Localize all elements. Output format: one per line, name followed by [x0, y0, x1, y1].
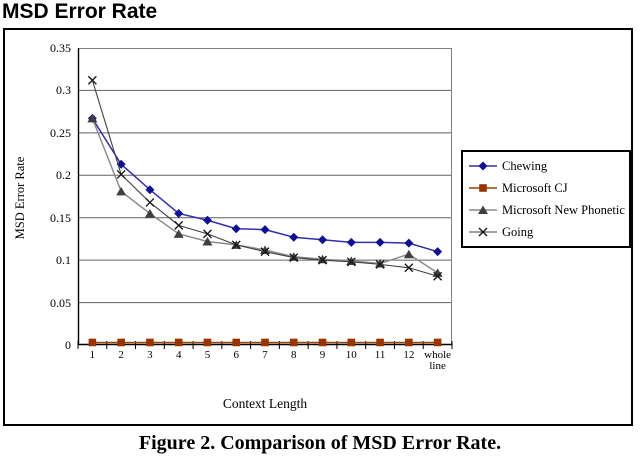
y-tick-label: 0.1 [56, 253, 71, 268]
x-tick-label: 2 [118, 349, 124, 361]
diamond-marker-icon [375, 237, 385, 247]
diamond-marker-icon [289, 232, 299, 242]
x-marker-icon [346, 257, 356, 267]
triangle-marker-icon [87, 113, 98, 123]
x-tick-label: 12 [403, 349, 415, 361]
legend-label: Microsoft New Phonetic [502, 202, 625, 217]
y-tick-label: 0.2 [56, 168, 71, 183]
x-marker-icon [404, 263, 414, 273]
x-tick-label: 1 [89, 349, 96, 361]
x-marker-icon [231, 240, 241, 250]
x-tick-label: 3 [147, 349, 153, 361]
legend-diamond-icon [469, 161, 497, 171]
x-tick-label: 10 [345, 349, 357, 361]
chart-title: MSD Error Rate [2, 0, 158, 23]
triangle-marker-icon [202, 236, 213, 246]
square-marker-icon [203, 338, 212, 347]
x-tick-label: whole line [424, 349, 452, 372]
y-tick-label: 0.05 [50, 295, 71, 310]
figure-caption: Figure 2. Comparison of MSD Error Rate. [138, 432, 502, 454]
x-marker-icon [433, 271, 443, 281]
square-marker-icon [347, 338, 356, 347]
triangle-marker-icon [116, 186, 127, 196]
y-tick-label: 0 [65, 338, 71, 352]
x-tick-label: 6 [233, 349, 239, 361]
square-marker-icon [433, 338, 442, 347]
legend-item: Microsoft CJ [463, 177, 629, 199]
x-tick-label: 11 [374, 349, 386, 361]
legend-item: Chewing [463, 155, 629, 177]
x-marker-icon [478, 227, 488, 237]
x-tick-label: 4 [175, 349, 182, 361]
legend-triangle-icon [469, 205, 497, 214]
x-tick-label: 7 [262, 349, 268, 361]
x-marker-icon [375, 259, 385, 269]
triangle-marker-icon [346, 256, 357, 265]
diamond-marker-icon [478, 161, 488, 171]
legend-item: Going [463, 221, 629, 243]
x-marker-icon [318, 255, 328, 265]
square-marker-icon [261, 338, 269, 347]
triangle-marker-icon [403, 249, 414, 259]
y-tick-label: 0.3 [56, 83, 71, 98]
square-marker-icon [174, 338, 183, 347]
x-marker-icon [202, 229, 212, 239]
x-marker-icon [145, 197, 155, 207]
legend-label: Going [502, 224, 534, 239]
square-marker-icon [405, 338, 413, 347]
legend-x-icon [469, 227, 497, 237]
diamond-marker-icon [174, 208, 184, 218]
square-marker-icon [117, 338, 125, 347]
x-axis-title: Context Length [222, 396, 308, 411]
square-marker-icon [88, 338, 97, 347]
x-tick-label: 8 [291, 349, 297, 361]
x-marker-icon [87, 75, 97, 85]
y-tick-label: 0.35 [50, 41, 71, 55]
chart-frame: MSD Error Rate 0 0.05 0.1 0.15 0.2 0.25 0.3 0.3… [3, 28, 633, 426]
diamond-marker-icon [318, 235, 328, 245]
x-tick-label: 5 [204, 349, 211, 361]
diamond-marker-icon [433, 247, 443, 257]
diamond-marker-icon [231, 224, 241, 234]
legend-label: Microsoft CJ [502, 180, 568, 195]
diamond-marker-icon [346, 237, 356, 247]
legend-square-icon [469, 184, 497, 192]
diamond-marker-icon [202, 215, 212, 225]
square-marker-icon [289, 338, 298, 347]
x-marker-icon [116, 169, 126, 179]
y-tick-label: 0.15 [50, 210, 71, 225]
x-marker-icon [260, 247, 270, 257]
plot-area [77, 48, 453, 349]
triangle-marker-icon [173, 229, 184, 238]
x-marker-icon [289, 253, 299, 263]
x-marker-icon [174, 220, 184, 230]
square-marker-icon [232, 338, 241, 347]
triangle-marker-icon [144, 208, 155, 218]
legend: Chewing Microsoft CJ Microsoft New Phoneti… [461, 150, 631, 248]
triangle-marker-icon [317, 254, 328, 264]
diamond-marker-icon [404, 238, 414, 248]
diamond-marker-icon [145, 185, 155, 195]
square-marker-icon [479, 184, 487, 192]
legend-item: Microsoft New Phonetic [463, 199, 629, 221]
triangle-marker-icon [288, 252, 299, 261]
square-marker-icon [376, 338, 384, 347]
diamond-marker-icon [260, 225, 270, 235]
triangle-marker-icon [375, 259, 386, 268]
triangle-marker-icon [478, 205, 488, 214]
y-tick-label: 0.25 [50, 125, 71, 140]
square-marker-icon [146, 338, 154, 347]
legend-label: Chewing [502, 158, 548, 173]
x-tick-label: 9 [319, 349, 326, 361]
square-marker-icon [318, 338, 327, 347]
